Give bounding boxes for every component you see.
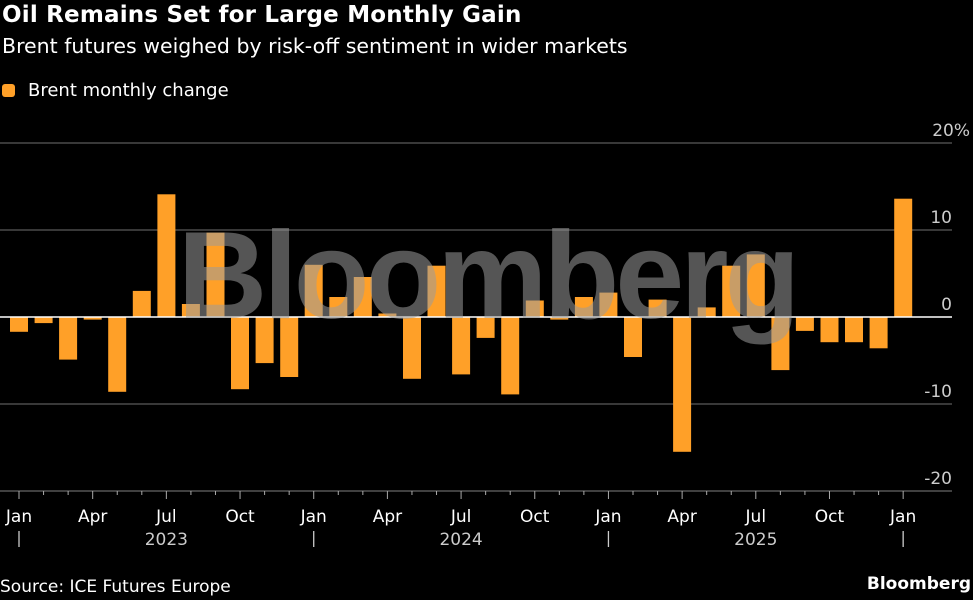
bar-2025-04 <box>673 317 692 452</box>
bar-2025-02 <box>624 317 642 357</box>
legend: Brent monthly change <box>2 80 229 101</box>
x-month-label: Jul <box>155 507 177 527</box>
bar-2024-12 <box>574 297 593 317</box>
bar-2025-09 <box>795 317 814 331</box>
bar-2024-10 <box>525 300 544 317</box>
bar-2024-11 <box>550 317 569 320</box>
bar-2023-08 <box>181 304 200 317</box>
y-axis-labels: 20% 10 0 -10 -20 <box>924 121 970 489</box>
bar-2023-02 <box>34 317 53 324</box>
x-year-label: 2023 <box>145 530 188 550</box>
bar-2024-06 <box>427 265 446 317</box>
bar-2024-02 <box>329 297 348 317</box>
y-tick-label: 20% <box>932 121 970 141</box>
watermark: Bloomberg <box>178 207 796 345</box>
source-note: Source: ICE Futures Europe <box>0 577 231 597</box>
x-year-label: 2024 <box>439 530 482 550</box>
x-month-label: Oct <box>815 507 845 527</box>
y-tick-label: 10 <box>930 208 952 228</box>
bar-2025-11 <box>845 317 863 343</box>
bar-2024-01 <box>304 264 323 317</box>
bar-2023-06 <box>132 290 151 317</box>
y-tick-label: -10 <box>924 382 952 402</box>
bar-2023-04 <box>83 317 102 320</box>
bar-2024-04 <box>378 313 397 317</box>
bar-2025-08 <box>771 317 790 371</box>
bar-2023-01 <box>10 317 28 332</box>
x-month-label: Jul <box>745 507 767 527</box>
x-month-label: Jan <box>300 507 327 527</box>
bar-2024-03 <box>353 277 372 317</box>
x-month-label: Oct <box>225 507 255 527</box>
x-month-label: Jan <box>889 507 916 527</box>
y-tick-label: -20 <box>924 469 952 489</box>
bar-2025-06 <box>722 265 741 317</box>
bloomberg-logo: Bloomberg <box>866 574 971 594</box>
bar-2025-03 <box>648 299 667 317</box>
x-month-label: Jan <box>5 507 32 527</box>
bar-2023-05 <box>108 317 127 392</box>
bar-2025-07 <box>746 254 765 317</box>
x-month-label: Jul <box>450 507 472 527</box>
x-month-label: Oct <box>520 507 550 527</box>
bar-2026-01 <box>894 198 913 317</box>
x-month-label: Jan <box>594 507 621 527</box>
y-tick-label: 0 <box>941 295 952 315</box>
bar-2025-05 <box>697 307 716 317</box>
bar-2024-09 <box>501 317 520 395</box>
x-axis: Jan Apr Jul Oct Jan Apr Jul Oct Jan Apr Jul Oct Jan 2… <box>0 490 952 550</box>
chart-title: Oil Remains Set for Large Monthly Gain <box>2 2 522 28</box>
bar-2023-11 <box>255 317 274 364</box>
legend-label: Brent monthly change <box>28 80 229 101</box>
x-month-label: Apr <box>373 507 402 527</box>
x-month-label: Apr <box>78 507 107 527</box>
bar-2023-09 <box>206 232 225 317</box>
bars <box>10 194 913 452</box>
bar-2025-01 <box>599 292 618 317</box>
bar-2023-10 <box>231 317 249 390</box>
x-month-label: Apr <box>667 507 696 527</box>
bar-2023-07 <box>157 194 176 317</box>
x-year-label: 2025 <box>734 530 777 550</box>
legend-swatch-icon <box>2 84 15 97</box>
chart-subtitle: Brent futures weighed by risk-off sentim… <box>2 34 628 58</box>
bar-2025-12 <box>869 317 888 349</box>
bar-2023-12 <box>280 317 299 377</box>
bar-2024-08 <box>476 317 495 338</box>
bar-2025-10 <box>820 317 839 343</box>
bar-2024-05 <box>403 317 421 379</box>
bar-2023-03 <box>59 317 78 360</box>
bar-2024-07 <box>452 317 471 375</box>
